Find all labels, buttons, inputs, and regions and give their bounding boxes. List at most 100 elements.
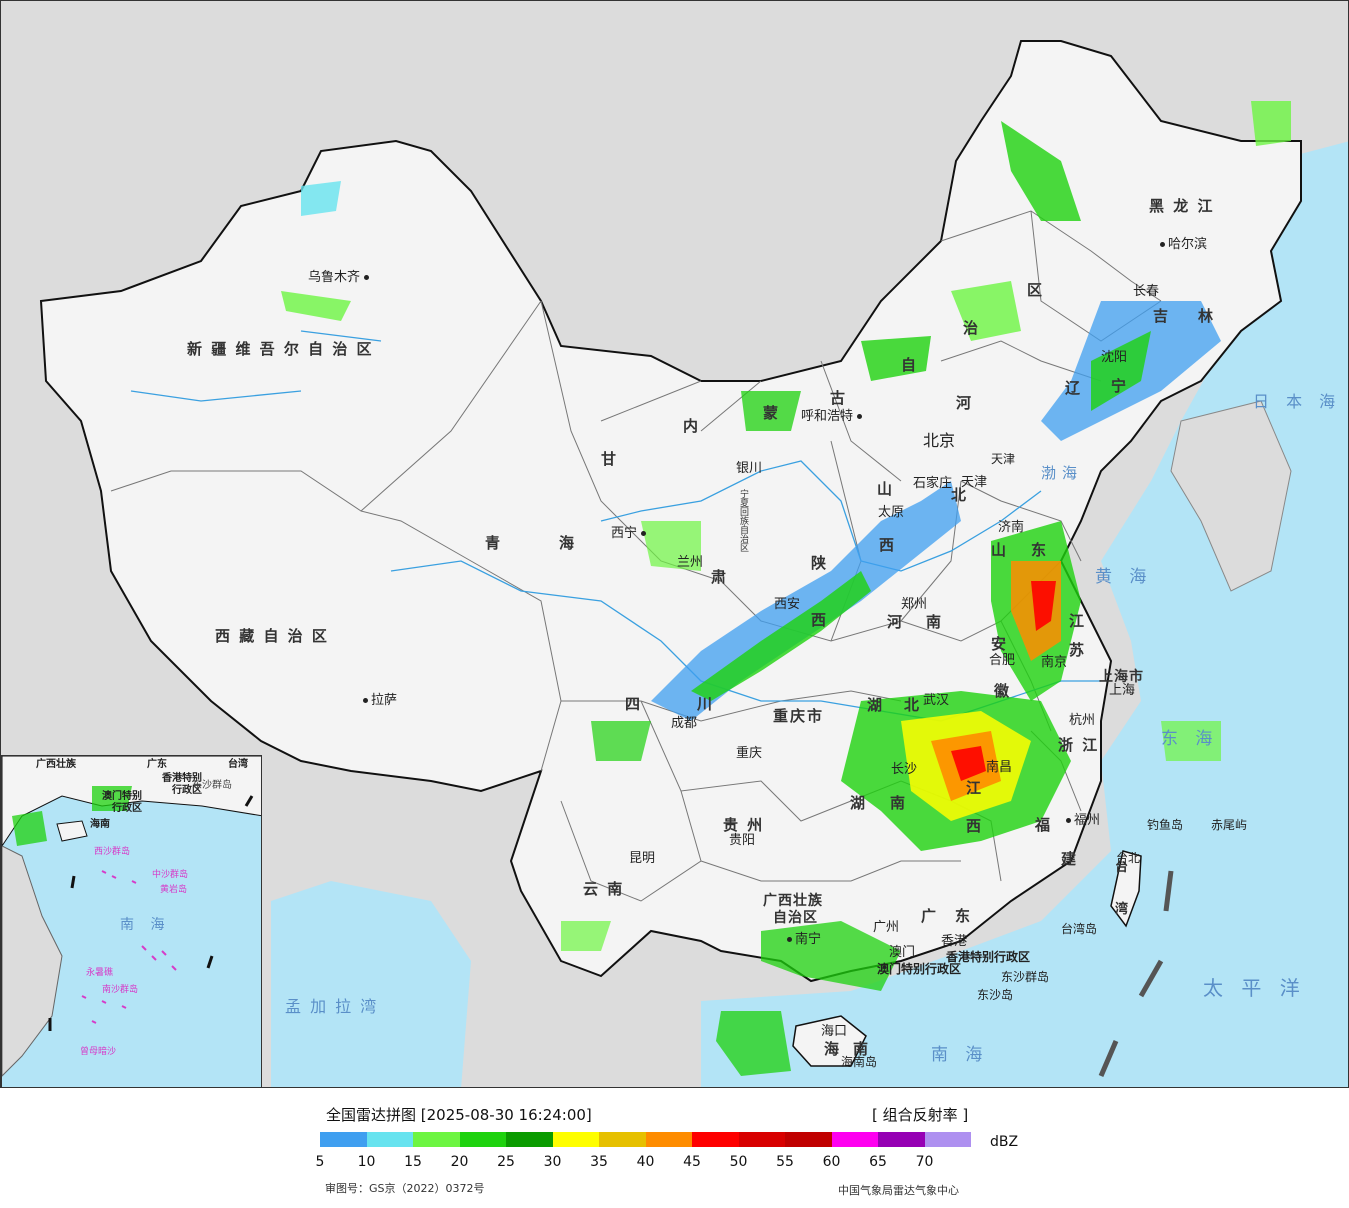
sea-huanghai: 黄 海: [1095, 567, 1153, 587]
province-label-liaoning-1: 辽: [1065, 379, 1083, 397]
color-swatch: [645, 1132, 692, 1147]
province-label-shanxi-2: 西: [879, 536, 897, 554]
map-canvas: [39, 40, 1348, 1087]
label-dongsha-island: 东沙岛: [977, 988, 1014, 1002]
province-label-zhejiang: 浙 江: [1058, 736, 1100, 754]
inset-canvas: [2, 756, 261, 1077]
sea-nanhai: 南 海: [931, 1045, 989, 1065]
inset-label-hainan: 海南: [90, 819, 110, 830]
province-label-shanxi-1: 山: [877, 480, 895, 498]
city-wuhan: 武汉: [923, 693, 950, 708]
legend-panel: 全国雷达拼图 [2025-08-30 16:24:00] [ 组合反射率 ] 5…: [0, 1088, 1349, 1208]
city-haikou: 海口: [821, 1024, 848, 1039]
city-jinan: 济南: [998, 520, 1025, 535]
scale-tick-label: 20: [450, 1154, 469, 1170]
city-chongqing: 重庆: [736, 746, 763, 761]
scale-tick-label: 5: [315, 1154, 325, 1170]
province-label-neimeng-6: 区: [1027, 281, 1045, 299]
city-zhengzhou: 郑州: [901, 597, 928, 612]
city-tianjin: 天津: [961, 475, 988, 490]
label-chiwei: 赤尾屿: [1211, 818, 1248, 832]
sea-pacific: 太 平 洋: [1203, 976, 1306, 1000]
color-swatch: [878, 1132, 925, 1147]
scale-tick-label: 50: [729, 1154, 748, 1170]
scale-tick-label: 15: [404, 1154, 422, 1170]
city-hohhot: 呼和浩特: [801, 410, 865, 423]
province-label-sichuan-2: 川: [697, 695, 715, 713]
inset-label-dongsha: 东沙群岛: [192, 780, 232, 791]
province-label-jilin-1: 吉: [1153, 307, 1171, 325]
province-label-jilin-2: 林: [1198, 307, 1216, 325]
province-label-ningxia: 宁夏回族自治区: [738, 489, 748, 552]
province-label-hainan-1: 海: [824, 1040, 842, 1058]
label-diaoyu: 钓鱼岛: [1147, 818, 1184, 832]
sea-area: [701, 141, 1348, 1087]
color-swatch: [459, 1132, 506, 1147]
inset-label-macau: 澳门特别: [102, 791, 142, 802]
scale-tick-label: 70: [915, 1154, 934, 1170]
province-label-henan-2: 南: [926, 613, 944, 631]
province-label-guangxi-2: 自治区: [773, 910, 818, 926]
color-swatch: [552, 1132, 599, 1147]
province-label-hebei-1: 河: [956, 394, 974, 412]
city-yinchuan: 银川: [736, 461, 763, 476]
scale-tick-label: 45: [683, 1154, 701, 1170]
city-xian: 西安: [774, 597, 801, 612]
sea-japan: 日 本 海: [1253, 392, 1342, 411]
province-label-hubei-2: 北: [904, 696, 922, 714]
province-label-liaoning-2: 宁: [1111, 377, 1129, 395]
province-label-guangdong-2: 东: [955, 907, 973, 925]
city-macau: 澳门: [889, 945, 916, 960]
inset-sea-nanhai: 南 海: [120, 917, 171, 933]
city-shenyang: 沈阳: [1101, 350, 1128, 365]
city-chengdu: 成都: [671, 716, 698, 731]
city-shijiazhuang: 石家庄: [913, 476, 953, 491]
province-label-macau: 澳门特别行政区: [877, 962, 962, 976]
province-label-neimeng-5: 治: [963, 319, 981, 337]
city-changsha: 长沙: [891, 762, 918, 777]
color-swatch: [692, 1132, 739, 1147]
province-label-qinghai-1: 青: [485, 534, 503, 552]
province-label-chongqing: 重庆市: [773, 707, 825, 725]
color-swatch: [366, 1132, 413, 1147]
province-label-shanghai: 上海市: [1099, 669, 1144, 685]
south-sea-islands: [81, 870, 177, 1024]
color-swatch: [924, 1132, 971, 1147]
city-urumqi: 乌鲁木齐: [308, 271, 372, 284]
city-taiyuan: 太原: [878, 505, 905, 520]
province-label-taiwan-2: 湾: [1115, 902, 1131, 917]
province-label-jiangsu-2: 苏: [1069, 641, 1087, 659]
province-label-taiwan-1: 台: [1115, 860, 1131, 875]
scale-tick-label: 30: [543, 1154, 562, 1170]
scale-tick-label: 25: [497, 1154, 515, 1170]
province-label-hunan-1: 湖: [850, 794, 868, 812]
city-hefei: 合肥: [989, 653, 1016, 668]
color-swatch: [831, 1132, 878, 1147]
province-label-jiangsu-1: 江: [1069, 612, 1087, 630]
province-label-guizhou: 贵 州: [723, 816, 765, 834]
inset-label-zengmu: 曾母暗沙: [80, 1047, 117, 1057]
city-lhasa: 拉萨: [363, 694, 397, 707]
city-fuzhou: 福州: [1066, 814, 1100, 827]
city-lanzhou: 兰州: [677, 555, 704, 570]
city-shanghai: 上海: [1109, 683, 1136, 698]
province-label-shandong-2: 东: [1031, 541, 1049, 559]
province-label-anhui-1: 安: [991, 635, 1009, 653]
province-label-neimeng-1: 内: [683, 417, 701, 435]
scale-tick-label: 65: [869, 1154, 887, 1170]
city-nanjing: 南京: [1041, 655, 1068, 670]
sea-bengal: 孟 加 拉 湾: [285, 997, 379, 1016]
legend-title: 全国雷达拼图 [2025-08-30 16:24:00]: [326, 1106, 592, 1124]
inset-label-huangyan: 黄岩岛: [160, 885, 188, 895]
city-hangzhou: 杭州: [1069, 713, 1096, 728]
province-label-hongkong: 香港特别行政区: [946, 950, 1031, 964]
province-label-qinghai-2: 海: [559, 534, 577, 552]
province-label-hebei-2: 北: [951, 486, 969, 504]
scale-tick-label: 55: [776, 1154, 794, 1170]
city-harbin: 哈尔滨: [1160, 238, 1207, 251]
hainan-island: [792, 1015, 867, 1067]
inset-label-taiwan: 台湾: [228, 759, 248, 770]
review-number: 审图号：GS京（2022）0372号: [325, 1182, 485, 1195]
inset-label-guangdong: 广东: [147, 759, 167, 770]
scale-tick-label: 60: [822, 1154, 841, 1170]
